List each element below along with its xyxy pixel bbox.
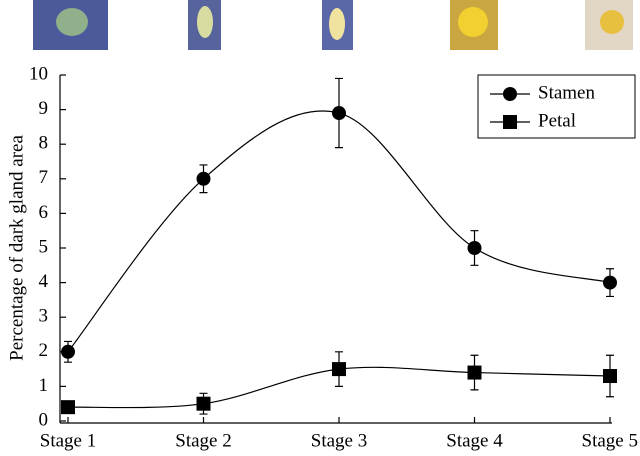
photo-bud [56,8,88,36]
y-tick-label: 0 [39,409,49,430]
data-point [332,362,346,377]
x-tick-label: Stage 3 [311,430,367,451]
y-tick-label: 3 [39,306,49,327]
data-point [332,106,346,121]
data-point [603,275,617,290]
legend-label: Petal [538,110,576,131]
data-point [467,365,482,380]
legend-label: Stamen [538,82,595,103]
y-tick-label: 7 [39,167,49,188]
y-axis-label: Percentage of dark gland area [6,135,27,361]
data-point [61,400,75,415]
y-tick-label: 9 [39,98,49,119]
data-point [467,241,482,255]
legend-marker [503,115,517,129]
y-tick-label: 10 [29,63,48,84]
legend-marker [503,87,517,101]
data-point [196,396,211,411]
y-tick-label: 8 [39,133,49,154]
y-tick-label: 6 [39,202,49,223]
x-tick-label: Stage 5 [582,430,638,451]
y-tick-label: 4 [39,271,49,292]
data-point [61,344,75,359]
data-point [603,369,617,384]
y-tick-label: 5 [39,236,49,257]
y-tick-label: 2 [39,340,49,361]
data-point [196,171,211,186]
x-tick-label: Stage 1 [40,430,96,451]
photo-bud [197,6,213,38]
x-tick-label: Stage 2 [175,430,231,451]
stage-photos [33,0,633,50]
photo-flower [600,10,624,34]
x-tick-label: Stage 4 [446,430,503,451]
y-tick-label: 1 [39,375,49,396]
photo-flower [458,7,488,37]
photo-bud [329,8,345,40]
